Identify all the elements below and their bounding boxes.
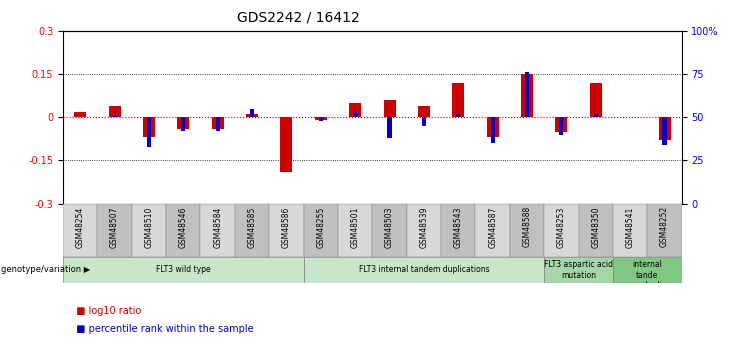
Text: GSM48546: GSM48546 — [179, 206, 187, 248]
Text: GSM48586: GSM48586 — [282, 206, 291, 248]
Bar — [304, 204, 338, 257]
Text: GSM48503: GSM48503 — [385, 206, 394, 248]
Bar — [456, 114, 460, 117]
Text: GSM48255: GSM48255 — [316, 206, 325, 248]
Bar — [594, 114, 598, 117]
Bar — [304, 257, 544, 283]
Bar — [590, 83, 602, 117]
Bar — [63, 204, 97, 257]
Bar — [280, 117, 293, 172]
Bar — [613, 204, 648, 257]
Bar — [353, 112, 357, 117]
Text: FLT3 aspartic acid
mutation: FLT3 aspartic acid mutation — [544, 260, 613, 280]
Bar — [338, 204, 372, 257]
Bar — [235, 204, 269, 257]
Bar — [74, 111, 86, 117]
Bar — [250, 109, 254, 117]
Bar — [452, 83, 465, 117]
Text: GSM48252: GSM48252 — [660, 206, 669, 247]
Bar — [166, 204, 201, 257]
Bar — [143, 117, 155, 137]
Bar — [372, 204, 407, 257]
Bar — [108, 106, 121, 117]
Text: GSM48507: GSM48507 — [110, 206, 119, 248]
Bar — [544, 257, 613, 283]
Bar — [269, 204, 304, 257]
Bar — [487, 117, 499, 137]
Bar — [525, 72, 529, 117]
Bar — [315, 117, 327, 120]
Bar — [113, 116, 116, 117]
Bar — [407, 204, 441, 257]
Text: GSM48543: GSM48543 — [453, 206, 463, 248]
Bar — [246, 115, 258, 117]
Text: GSM48350: GSM48350 — [591, 206, 600, 248]
Bar — [491, 117, 495, 143]
Text: GSM48541: GSM48541 — [625, 206, 634, 248]
Bar — [216, 117, 220, 131]
Bar — [388, 117, 391, 138]
Bar — [662, 117, 667, 145]
Text: GSM48501: GSM48501 — [350, 206, 359, 248]
Text: FLT3
internal
tande
m dupli: FLT3 internal tande m dupli — [632, 250, 662, 290]
Text: ■ log10 ratio: ■ log10 ratio — [70, 306, 142, 315]
Text: FLT3 internal tandem duplications: FLT3 internal tandem duplications — [359, 265, 489, 275]
Bar — [613, 257, 682, 283]
Bar — [319, 117, 323, 121]
Text: FLT3 wild type: FLT3 wild type — [156, 265, 210, 275]
Bar — [556, 117, 568, 132]
Bar — [177, 117, 189, 129]
Bar — [147, 117, 151, 147]
Bar — [521, 74, 533, 117]
Text: ■ percentile rank within the sample: ■ percentile rank within the sample — [70, 325, 254, 334]
Text: GDS2242 / 16412: GDS2242 / 16412 — [236, 10, 359, 24]
Text: GSM48253: GSM48253 — [557, 206, 566, 248]
Bar — [97, 204, 132, 257]
Text: GSM48587: GSM48587 — [488, 206, 497, 248]
Bar — [441, 204, 476, 257]
Bar — [212, 117, 224, 129]
Bar — [559, 117, 563, 135]
Text: GSM48585: GSM48585 — [247, 206, 256, 248]
Bar — [544, 204, 579, 257]
Bar — [476, 204, 510, 257]
Bar — [510, 204, 544, 257]
Bar — [418, 106, 430, 117]
Text: GSM48254: GSM48254 — [76, 206, 84, 248]
Text: genotype/variation ▶: genotype/variation ▶ — [1, 265, 90, 275]
Bar — [422, 117, 426, 126]
Text: GSM48539: GSM48539 — [419, 206, 428, 248]
Bar — [349, 103, 361, 117]
Bar — [579, 204, 613, 257]
Text: GSM48584: GSM48584 — [213, 206, 222, 248]
Bar — [648, 204, 682, 257]
Bar — [132, 204, 166, 257]
Text: GSM48588: GSM48588 — [522, 206, 531, 247]
Bar — [659, 117, 671, 140]
Bar — [384, 100, 396, 117]
Text: GSM48510: GSM48510 — [144, 206, 153, 248]
Bar — [201, 204, 235, 257]
Bar — [182, 117, 185, 131]
Bar — [63, 257, 304, 283]
